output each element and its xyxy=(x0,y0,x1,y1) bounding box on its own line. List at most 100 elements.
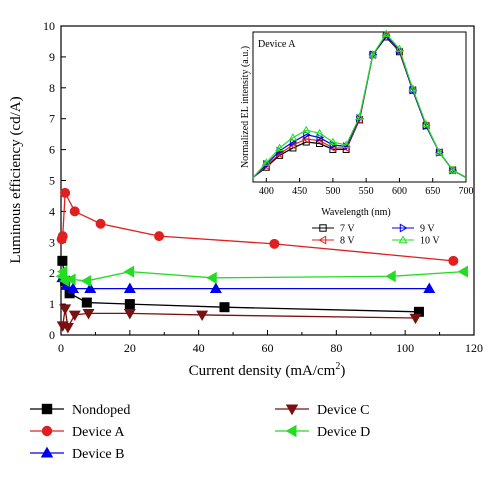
x-tick-label: 20 xyxy=(124,341,136,355)
data-point xyxy=(123,309,136,320)
inset-plot-series xyxy=(252,29,467,179)
data-point xyxy=(61,322,74,334)
series-device-c xyxy=(56,304,422,334)
data-point xyxy=(80,274,92,287)
x-axis-title: Current density (mA/cm2) xyxy=(189,361,346,379)
inset-series-line xyxy=(252,33,467,179)
inset-data-point xyxy=(315,128,324,137)
data-point xyxy=(59,304,72,315)
legend-marker xyxy=(285,424,297,438)
inset-title: Device A xyxy=(258,39,296,50)
inset-legend: 7 V8 V 9 V10 V xyxy=(312,223,440,247)
y-tick-label: 3 xyxy=(49,235,55,249)
data-point xyxy=(95,218,106,229)
inset-x-tick-label: 400 xyxy=(259,186,274,197)
y-tick-label: 8 xyxy=(49,81,55,95)
inset-data-point xyxy=(275,143,284,152)
data-point xyxy=(269,238,280,249)
data-point xyxy=(56,265,68,278)
inset-data-point xyxy=(421,119,431,128)
y-axis-title: Luminous efficiency (cd/A) xyxy=(8,96,24,263)
data-point xyxy=(65,273,76,286)
y-tick-label: 5 xyxy=(49,174,55,188)
data-point xyxy=(60,187,71,198)
series-nondoped xyxy=(57,255,424,317)
inset-legend-label: 7 V xyxy=(340,224,355,235)
inset-legend-label: 9 V xyxy=(420,224,435,235)
legend-marker xyxy=(40,446,54,458)
legend-label: Nondoped xyxy=(72,403,130,418)
main-plot-series xyxy=(55,187,468,334)
inset-data-point xyxy=(261,158,271,166)
x-tick-label: 120 xyxy=(465,341,483,355)
main-legend: Nondoped Device A Device B Device C Device D xyxy=(30,403,370,462)
inset-legend-marker xyxy=(399,223,408,233)
data-point xyxy=(196,310,209,322)
inset-data-point xyxy=(381,29,391,38)
data-point xyxy=(448,255,459,266)
series-line xyxy=(61,277,430,290)
data-point xyxy=(81,297,92,308)
inset-legend-item: 8 V xyxy=(312,235,355,247)
y-tick-label: 10 xyxy=(43,19,55,33)
legend-marker xyxy=(41,425,53,437)
inset-x-tick-label: 550 xyxy=(359,186,374,197)
inset-x-axis-title: Wavelength (nm) xyxy=(321,207,390,218)
series-line xyxy=(61,260,419,313)
inset-data-point xyxy=(368,50,378,58)
y-tick-label: 4 xyxy=(49,204,55,218)
inset-legend-marker xyxy=(318,235,327,245)
y-tick-label: 1 xyxy=(49,297,55,311)
inset-legend-marker xyxy=(319,224,327,232)
legend-marker xyxy=(41,403,53,415)
inset-series-10v xyxy=(252,29,467,179)
inset-legend-label: 8 V xyxy=(340,236,355,247)
data-point xyxy=(206,271,217,284)
legend-item: Device A xyxy=(30,425,125,440)
data-point xyxy=(209,282,222,293)
legend-item: Nondoped xyxy=(30,403,130,418)
y-tick-label: 2 xyxy=(49,266,55,280)
main-axis-ticks: 0 20 40 60 80 100 120 0 1 2 3 4 5 6 7 8 9 10 xyxy=(43,19,483,355)
data-point xyxy=(154,231,165,242)
series-line xyxy=(61,190,454,262)
inset-y-axis-title: Normalized EL intensity (a.u.) xyxy=(240,46,251,168)
y-tick-label: 6 xyxy=(49,143,55,157)
inset-plot-frame xyxy=(252,31,467,183)
data-point xyxy=(123,282,136,293)
inset-data-point xyxy=(408,84,418,92)
x-tick-label: 80 xyxy=(330,341,342,355)
inset-x-tick-label: 500 xyxy=(325,186,340,197)
inset-legend-item: 7 V xyxy=(312,224,355,235)
inset-data-point xyxy=(448,165,458,174)
data-point xyxy=(385,270,396,283)
data-point xyxy=(57,231,68,242)
legend-label: Device D xyxy=(317,425,370,440)
legend-label: Device C xyxy=(317,403,369,418)
data-point xyxy=(82,309,95,320)
data-point xyxy=(219,302,230,313)
inset-x-tick-label: 700 xyxy=(459,186,474,197)
inset-data-point xyxy=(341,140,351,149)
inset-x-tick-label: 450 xyxy=(292,186,307,197)
inset-data-point xyxy=(395,44,404,52)
y-tick-label: 0 xyxy=(49,328,55,342)
inset-data-point xyxy=(315,136,323,145)
inset-data-point xyxy=(435,147,444,156)
series-line xyxy=(61,269,464,282)
inset-data-point xyxy=(301,125,311,134)
data-point xyxy=(68,310,81,322)
x-tick-label: 100 xyxy=(396,341,414,355)
inset-data-point xyxy=(288,140,296,150)
legend-item: Device C xyxy=(275,403,369,418)
inset-data-point xyxy=(355,112,364,120)
data-point xyxy=(457,265,468,278)
data-point xyxy=(69,206,80,217)
legend-label: Device A xyxy=(72,425,125,440)
data-point xyxy=(67,282,80,293)
y-tick-label: 7 xyxy=(49,112,55,126)
data-point xyxy=(124,299,135,310)
data-point xyxy=(409,313,422,325)
inset-legend-item: 9 V xyxy=(392,223,435,235)
